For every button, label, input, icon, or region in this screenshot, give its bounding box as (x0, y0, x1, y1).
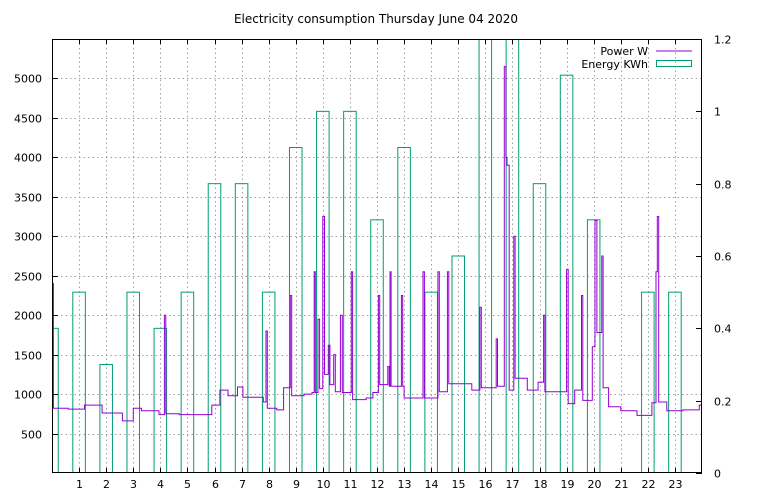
power-series-line (52, 66, 702, 422)
x-tick-label: 17 (506, 478, 520, 491)
energy-bar (99, 364, 113, 473)
y2-tick-label: 1.2 (714, 34, 732, 47)
y2-tick-label: 0.6 (714, 251, 732, 264)
gridlines (52, 39, 702, 473)
x-tick-label: 8 (266, 478, 273, 491)
x-tick-label: 6 (212, 478, 219, 491)
legend-power-label: Power W (600, 45, 648, 58)
energy-bar (397, 147, 411, 473)
energy-bar (586, 219, 601, 473)
y-tick-label: 2500 (14, 271, 42, 284)
y2-tick-label: 0.8 (714, 179, 732, 192)
x-tick-label: 11 (344, 478, 358, 491)
energy-bar (153, 327, 168, 473)
x-tick-label: 10 (317, 478, 331, 491)
x-tick-label: 23 (669, 478, 683, 491)
x-tick-label: 18 (534, 478, 548, 491)
energy-bar (207, 183, 222, 473)
x-tick-label: 2 (103, 478, 110, 491)
energy-bar (234, 183, 249, 473)
y-tick-label: 2000 (14, 310, 42, 323)
x-tick-label: 13 (398, 478, 412, 491)
x-tick-label: 16 (479, 478, 493, 491)
y2-tick-label: 0 (714, 468, 721, 481)
x-tick-label: 9 (293, 478, 300, 491)
y-tick-label: 1000 (14, 389, 42, 402)
x-tick-label: 7 (239, 478, 246, 491)
x-tick-label: 19 (561, 478, 575, 491)
energy-bar (505, 39, 520, 473)
chart-title: Electricity consumption Thursday June 04… (234, 12, 518, 26)
y-tick-label: 5000 (14, 73, 42, 86)
plot-frame (52, 39, 702, 473)
x-tick-label: 12 (371, 478, 385, 491)
legend-energy-swatch (656, 60, 692, 67)
energy-bar (343, 110, 357, 473)
y-tick-label: 4500 (14, 113, 42, 126)
x-tick-label: 20 (588, 478, 602, 491)
energy-bar (668, 291, 682, 473)
x-tick-label: 14 (425, 478, 439, 491)
x-tick-label: 5 (184, 478, 191, 491)
y-tick-label: 500 (21, 429, 42, 442)
energy-bar (559, 74, 574, 473)
energy-bar (261, 291, 276, 473)
y2-tick-label: 0.4 (714, 323, 732, 336)
x-tick-label: 1 (76, 478, 83, 491)
x-tick-label: 4 (157, 478, 164, 491)
energy-bar (451, 255, 466, 473)
y2-tick-label: 1 (714, 106, 721, 119)
energy-bars (52, 39, 682, 473)
x-tick-label: 15 (452, 478, 466, 491)
y-tick-label: 1500 (14, 350, 42, 363)
y-tick-label: 3500 (14, 192, 42, 205)
energy-bar (641, 291, 655, 473)
energy-bar (532, 183, 547, 473)
power-line-layer (52, 66, 702, 422)
axes: 1 2 3 4 5 6 7 8 9 10 11 12 13 14 15 16 17 18 19 20 21 22 23500… (14, 34, 732, 492)
energy-bar (370, 219, 384, 473)
y2-tick-label: 0.2 (714, 396, 732, 409)
legend: Power W Energy KWh (581, 45, 692, 71)
x-tick-label: 21 (615, 478, 629, 491)
x-tick-label: 3 (130, 478, 137, 491)
y-tick-label: 3000 (14, 231, 42, 244)
energy-bar (288, 147, 303, 473)
legend-energy-label: Energy KWh (581, 58, 648, 71)
x-tick-label: 22 (642, 478, 656, 491)
y-tick-label: 4000 (14, 152, 42, 165)
